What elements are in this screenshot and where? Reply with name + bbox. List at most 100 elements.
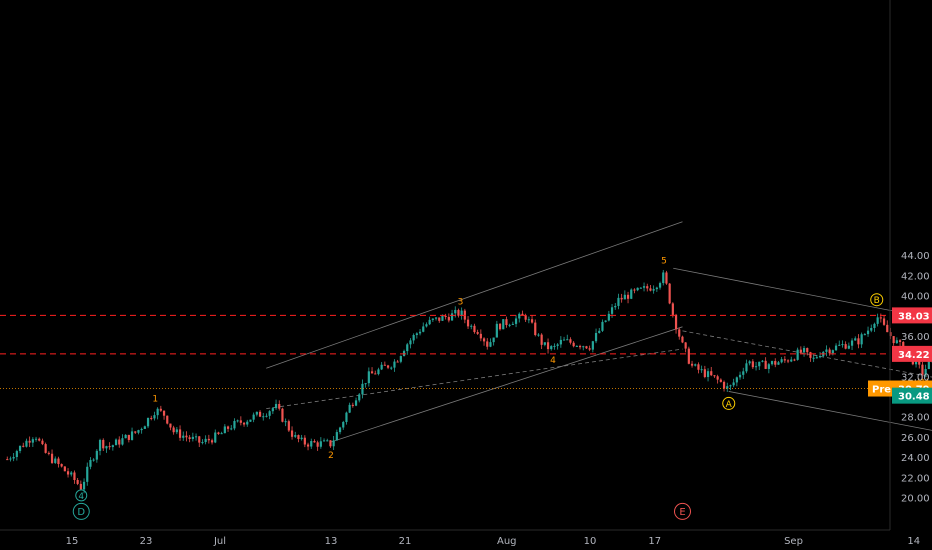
candle xyxy=(646,283,649,292)
candle xyxy=(412,333,415,344)
candle xyxy=(217,431,220,435)
candle xyxy=(185,431,188,442)
candle xyxy=(105,445,108,453)
candle xyxy=(668,283,671,305)
candle xyxy=(530,315,534,324)
candle xyxy=(255,411,258,417)
candle xyxy=(710,366,713,377)
candle xyxy=(566,334,569,341)
candle xyxy=(604,320,607,323)
svg-text:B: B xyxy=(874,296,880,306)
candle xyxy=(434,317,438,321)
candle xyxy=(614,302,617,310)
candle xyxy=(306,442,310,451)
candle xyxy=(498,323,502,331)
candle xyxy=(642,282,646,292)
svg-text:D: D xyxy=(77,507,85,518)
candle xyxy=(127,434,130,443)
candle xyxy=(572,341,575,348)
candle xyxy=(73,470,76,484)
candle xyxy=(329,440,332,448)
candle xyxy=(230,425,233,431)
candle xyxy=(25,438,28,448)
candle xyxy=(802,345,806,357)
candle xyxy=(780,356,783,364)
candle xyxy=(79,480,82,490)
candle xyxy=(770,360,774,366)
candle xyxy=(310,438,313,449)
candle xyxy=(684,342,687,353)
channel-line xyxy=(330,326,683,443)
candle xyxy=(70,471,73,477)
channel-line xyxy=(728,391,932,431)
candle xyxy=(588,345,591,352)
candle xyxy=(415,332,418,339)
candle xyxy=(28,436,31,448)
candle xyxy=(761,359,764,363)
candle xyxy=(543,342,546,347)
wave-circle-label: E xyxy=(674,502,691,520)
candle xyxy=(870,324,873,333)
candle xyxy=(674,313,678,334)
price-tick-label: 36.00 xyxy=(901,332,930,343)
candle xyxy=(857,334,860,349)
candle xyxy=(406,342,409,355)
candle xyxy=(492,337,495,346)
candle xyxy=(598,327,601,334)
price-tick-label: 26.00 xyxy=(901,433,930,444)
candle xyxy=(249,419,252,422)
candle xyxy=(114,438,118,446)
candle xyxy=(777,361,780,365)
candle xyxy=(886,320,889,333)
candle xyxy=(812,354,815,363)
candle xyxy=(124,434,127,439)
candle xyxy=(271,407,274,415)
candle xyxy=(34,436,38,442)
candle xyxy=(38,437,41,442)
time-axis[interactable]: 1523Jul1321Aug1017Sep1422 xyxy=(0,529,932,547)
candle xyxy=(121,434,124,446)
candle xyxy=(815,354,818,359)
candle xyxy=(844,341,847,350)
candle xyxy=(130,427,134,441)
candle xyxy=(54,456,57,465)
candle xyxy=(262,412,265,421)
candle xyxy=(278,400,281,411)
candle xyxy=(137,429,140,435)
invalidation-levels: (C) wave invalidation level(3) wave inva… xyxy=(0,314,890,389)
plot-area[interactable]: (C) wave invalidation level(3) wave inva… xyxy=(0,221,932,520)
candle xyxy=(607,310,610,322)
trend-channels xyxy=(266,221,932,443)
candle xyxy=(742,367,745,380)
candle xyxy=(489,338,492,348)
candle xyxy=(486,338,489,350)
channel-line xyxy=(682,330,932,378)
candle xyxy=(18,445,22,454)
svg-text:34.22: 34.22 xyxy=(898,350,930,361)
candle xyxy=(338,426,342,435)
candle xyxy=(274,399,278,410)
candle xyxy=(735,376,738,387)
candle xyxy=(470,324,473,330)
candle xyxy=(713,375,716,378)
candle xyxy=(258,410,262,417)
candle xyxy=(89,457,92,470)
candle xyxy=(367,367,370,387)
candle xyxy=(694,363,697,367)
candle xyxy=(745,359,748,374)
candle xyxy=(847,342,850,350)
candle xyxy=(626,291,630,304)
candle xyxy=(751,359,754,370)
candle xyxy=(172,425,175,435)
candle xyxy=(322,438,326,442)
channel-line xyxy=(673,267,932,319)
candle xyxy=(850,338,854,351)
candle xyxy=(636,287,639,292)
svg-text:38.03: 38.03 xyxy=(898,311,930,322)
time-tick-label: 15 xyxy=(66,536,79,547)
candle xyxy=(476,329,479,335)
candle xyxy=(390,366,393,370)
candle xyxy=(732,378,735,388)
